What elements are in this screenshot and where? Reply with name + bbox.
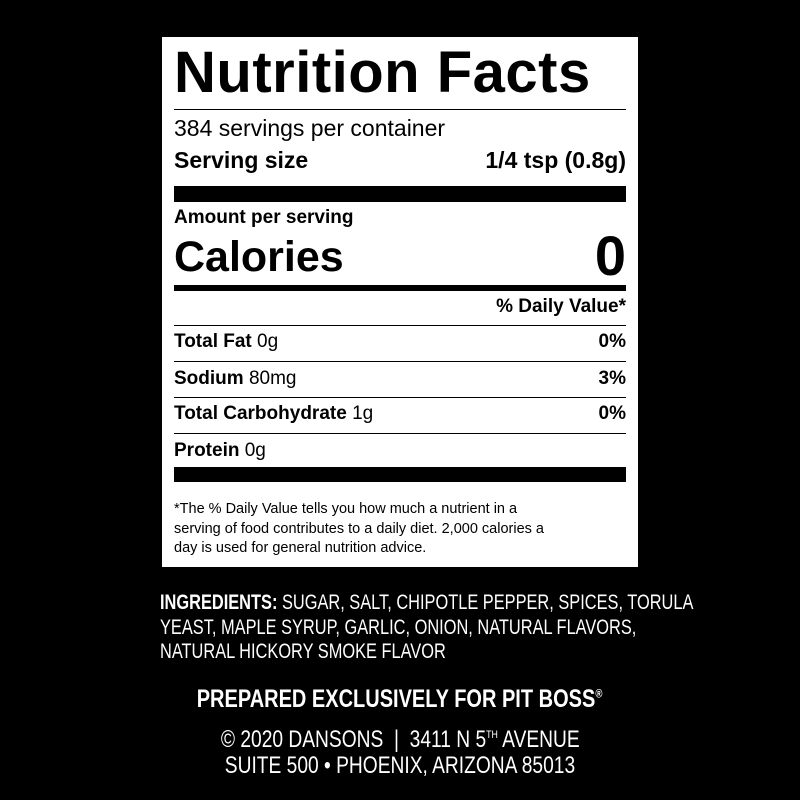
address-line-2: SUITE 500 • PHOENIX, ARIZONA 85013 xyxy=(0,752,800,780)
nutrient-dv: 3% xyxy=(598,368,626,389)
nutrient-amount: 0g xyxy=(257,331,279,352)
servings-per-container: 384 servings per container xyxy=(174,115,446,141)
calories-label: Calories xyxy=(174,233,344,281)
thick-divider xyxy=(174,186,626,202)
divider xyxy=(174,433,626,434)
registered-mark: ® xyxy=(595,686,603,701)
serving-size-label: Serving size xyxy=(174,147,309,173)
ingredients-label: INGREDIENTS: xyxy=(160,591,278,614)
footnote-line: day is used for general nutrition advice… xyxy=(174,540,427,556)
calories-value: 0 xyxy=(594,224,626,287)
nutrient-name: Protein xyxy=(174,440,240,461)
prepared-for: PREPARED EXCLUSIVELY FOR PIT BOSS® xyxy=(0,685,800,714)
nutrient-dv: 0% xyxy=(598,331,626,352)
divider xyxy=(174,361,626,362)
divider xyxy=(174,109,626,110)
ingredients-line: INGREDIENTS: SUGAR, SALT, CHIPOTLE PEPPE… xyxy=(160,591,693,616)
address-text: © 2020 DANSONS | 3411 N 5 xyxy=(220,726,486,753)
nutrient-row: Protein 0g xyxy=(174,440,266,462)
label-title: Nutrition Facts xyxy=(174,40,591,105)
footnote-line: *The % Daily Value tells you how much a … xyxy=(174,501,518,517)
ingredients-line: YEAST, MAPLE SYRUP, GARLIC, ONION, NATUR… xyxy=(160,615,637,639)
amount-per-serving: Amount per serving xyxy=(174,207,354,228)
ingredients: INGREDIENTS: SUGAR, SALT, CHIPOTLE PEPPE… xyxy=(160,591,693,665)
nutrient-amount: 0g xyxy=(244,440,266,461)
nutrient-name: Total Fat xyxy=(174,331,252,352)
prepared-text: PREPARED EXCLUSIVELY FOR PIT BOSS xyxy=(197,685,596,713)
divider xyxy=(174,397,626,398)
footnote-line: serving of food contributes to a daily d… xyxy=(174,520,544,537)
nutrient-name: Total Carbohydrate xyxy=(174,403,347,424)
ordinal-suffix: TH xyxy=(485,729,498,741)
nutrient-row: Sodium 80mg xyxy=(174,368,296,390)
ingredients-line: NATURAL HICKORY SMOKE FLAVOR xyxy=(160,640,446,663)
daily-value-header: % Daily Value* xyxy=(496,296,626,317)
nutrient-name: Sodium xyxy=(174,368,244,389)
serving-size-value: 1/4 tsp (0.8g) xyxy=(485,147,626,173)
address-line-1: © 2020 DANSONS | 3411 N 5TH AVENUE xyxy=(0,726,800,754)
thick-divider xyxy=(174,467,626,482)
divider xyxy=(174,325,626,326)
nutrient-row: Total Fat 0g xyxy=(174,331,278,353)
nutrient-amount: 1g xyxy=(352,403,374,424)
address-text: SUITE 500 • PHOENIX, ARIZONA 85013 xyxy=(224,752,576,779)
nutrient-row: Total Carbohydrate 1g xyxy=(174,403,373,425)
nutrient-amount: 80mg xyxy=(248,368,297,389)
footnote: *The % Daily Value tells you how much a … xyxy=(174,500,544,559)
nutrition-facts-panel: Nutrition Facts 384 servings per contain… xyxy=(162,37,638,567)
ingredients-text: SUGAR, SALT, CHIPOTLE PEPPER, SPICES, TO… xyxy=(277,591,694,614)
address-text: AVENUE xyxy=(497,726,580,753)
nutrient-dv: 0% xyxy=(598,403,626,424)
medium-divider xyxy=(174,285,626,291)
